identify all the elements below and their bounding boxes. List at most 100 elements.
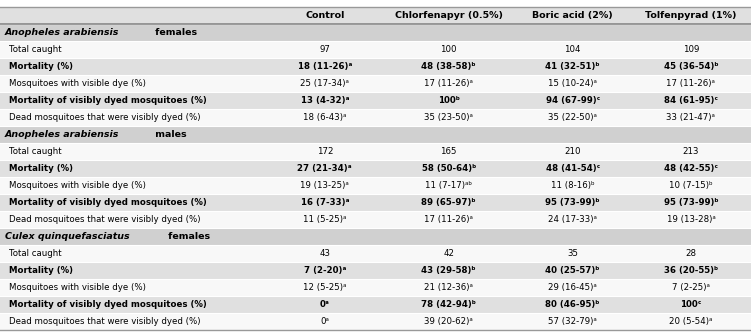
Text: 17 (11-26)ᵃ: 17 (11-26)ᵃ bbox=[424, 79, 473, 88]
Text: 80 (46-95)ᵇ: 80 (46-95)ᵇ bbox=[545, 300, 600, 309]
Text: 89 (65-97)ᵇ: 89 (65-97)ᵇ bbox=[421, 198, 476, 207]
Text: Dead mosquitoes that were visibly dyed (%): Dead mosquitoes that were visibly dyed (… bbox=[9, 113, 201, 122]
Bar bbox=[0, 143, 751, 160]
Bar bbox=[0, 41, 751, 58]
Text: Mortality of visibly dyed mosquitoes (%): Mortality of visibly dyed mosquitoes (%) bbox=[9, 96, 207, 105]
Text: 210: 210 bbox=[565, 147, 581, 156]
Text: 100ᶜ: 100ᶜ bbox=[680, 300, 701, 309]
Text: Mosquitoes with visible dye (%): Mosquitoes with visible dye (%) bbox=[9, 79, 146, 88]
Text: 27 (21-34)ᵃ: 27 (21-34)ᵃ bbox=[297, 164, 352, 173]
Text: 57 (32-79)ᵃ: 57 (32-79)ᵃ bbox=[548, 317, 597, 326]
Text: 11 (7-17)ᵃᵇ: 11 (7-17)ᵃᵇ bbox=[425, 181, 472, 190]
Text: Mosquitoes with visible dye (%): Mosquitoes with visible dye (%) bbox=[9, 181, 146, 190]
Text: 95 (73-99)ᵇ: 95 (73-99)ᵇ bbox=[664, 198, 718, 207]
Text: Boric acid (2%): Boric acid (2%) bbox=[532, 11, 613, 20]
Text: 42: 42 bbox=[443, 249, 454, 258]
Bar bbox=[0, 262, 751, 279]
Text: 165: 165 bbox=[441, 147, 457, 156]
Text: 58 (50-64)ᵇ: 58 (50-64)ᵇ bbox=[421, 164, 476, 173]
Bar bbox=[0, 160, 751, 177]
Bar bbox=[0, 7, 751, 24]
Text: 48 (38-58)ᵇ: 48 (38-58)ᵇ bbox=[421, 62, 476, 71]
Text: Mortality (%): Mortality (%) bbox=[9, 62, 73, 71]
Text: Total caught: Total caught bbox=[9, 45, 62, 54]
Text: Mortality (%): Mortality (%) bbox=[9, 266, 73, 275]
Bar bbox=[0, 58, 751, 75]
Text: 94 (67-99)ᶜ: 94 (67-99)ᶜ bbox=[545, 96, 600, 105]
Text: 172: 172 bbox=[317, 147, 333, 156]
Text: males: males bbox=[152, 130, 187, 139]
Text: 41 (32-51)ᵇ: 41 (32-51)ᵇ bbox=[545, 62, 600, 71]
Text: 43 (29-58)ᵇ: 43 (29-58)ᵇ bbox=[421, 266, 476, 275]
Text: 19 (13-28)ᵃ: 19 (13-28)ᵃ bbox=[667, 215, 715, 224]
Text: Dead mosquitoes that were visibly dyed (%): Dead mosquitoes that were visibly dyed (… bbox=[9, 215, 201, 224]
Text: 11 (5-25)ᵃ: 11 (5-25)ᵃ bbox=[303, 215, 346, 224]
Text: 48 (42-55)ᶜ: 48 (42-55)ᶜ bbox=[664, 164, 718, 173]
Text: 78 (42-94)ᵇ: 78 (42-94)ᵇ bbox=[421, 300, 476, 309]
Text: 13 (4-32)ᵃ: 13 (4-32)ᵃ bbox=[300, 96, 349, 105]
Bar bbox=[0, 296, 751, 313]
Text: Mosquitoes with visible dye (%): Mosquitoes with visible dye (%) bbox=[9, 283, 146, 292]
Text: 45 (36-54)ᵇ: 45 (36-54)ᵇ bbox=[664, 62, 718, 71]
Text: 17 (11-26)ᵃ: 17 (11-26)ᵃ bbox=[424, 215, 473, 224]
Bar bbox=[0, 228, 751, 245]
Text: 100ᵇ: 100ᵇ bbox=[438, 96, 460, 105]
Bar bbox=[0, 24, 751, 41]
Text: 100: 100 bbox=[441, 45, 457, 54]
Bar bbox=[0, 92, 751, 109]
Text: Anopheles arabiensis: Anopheles arabiensis bbox=[5, 28, 119, 37]
Text: 12 (5-25)ᵃ: 12 (5-25)ᵃ bbox=[303, 283, 346, 292]
Text: 19 (13-25)ᵃ: 19 (13-25)ᵃ bbox=[300, 181, 349, 190]
Text: 35 (23-50)ᵃ: 35 (23-50)ᵃ bbox=[424, 113, 473, 122]
Text: 10 (7-15)ᵇ: 10 (7-15)ᵇ bbox=[669, 181, 713, 190]
Text: Mortality of visibly dyed mosquitoes (%): Mortality of visibly dyed mosquitoes (%) bbox=[9, 300, 207, 309]
Bar bbox=[0, 313, 751, 330]
Text: 43: 43 bbox=[319, 249, 330, 258]
Text: 29 (16-45)ᵃ: 29 (16-45)ᵃ bbox=[548, 283, 597, 292]
Text: 213: 213 bbox=[683, 147, 699, 156]
Bar bbox=[0, 126, 751, 143]
Text: 17 (11-26)ᵃ: 17 (11-26)ᵃ bbox=[666, 79, 716, 88]
Text: 18 (11-26)ᵃ: 18 (11-26)ᵃ bbox=[297, 62, 352, 71]
Text: Dead mosquitoes that were visibly dyed (%): Dead mosquitoes that were visibly dyed (… bbox=[9, 317, 201, 326]
Text: Total caught: Total caught bbox=[9, 147, 62, 156]
Text: 35 (22-50)ᵃ: 35 (22-50)ᵃ bbox=[548, 113, 597, 122]
Bar bbox=[0, 211, 751, 228]
Text: 21 (12-36)ᵃ: 21 (12-36)ᵃ bbox=[424, 283, 473, 292]
Text: 84 (61-95)ᶜ: 84 (61-95)ᶜ bbox=[664, 96, 718, 105]
Text: 20 (5-54)ᵃ: 20 (5-54)ᵃ bbox=[669, 317, 713, 326]
Text: 0ᵃ: 0ᵃ bbox=[321, 317, 329, 326]
Text: 35: 35 bbox=[567, 249, 578, 258]
Text: Control: Control bbox=[305, 11, 345, 20]
Text: 18 (6-43)ᵃ: 18 (6-43)ᵃ bbox=[303, 113, 346, 122]
Text: 24 (17-33)ᵃ: 24 (17-33)ᵃ bbox=[548, 215, 597, 224]
Text: 95 (73-99)ᵇ: 95 (73-99)ᵇ bbox=[545, 198, 600, 207]
Bar bbox=[0, 109, 751, 126]
Text: females: females bbox=[165, 232, 210, 241]
Text: 33 (21-47)ᵃ: 33 (21-47)ᵃ bbox=[666, 113, 716, 122]
Text: Total caught: Total caught bbox=[9, 249, 62, 258]
Bar bbox=[0, 177, 751, 194]
Text: females: females bbox=[152, 28, 198, 37]
Text: 0ᵃ: 0ᵃ bbox=[320, 300, 330, 309]
Text: Chlorfenapyr (0.5%): Chlorfenapyr (0.5%) bbox=[395, 11, 502, 20]
Text: Mortality of visibly dyed mosquitoes (%): Mortality of visibly dyed mosquitoes (%) bbox=[9, 198, 207, 207]
Text: 7 (2-25)ᵃ: 7 (2-25)ᵃ bbox=[672, 283, 710, 292]
Text: 48 (41-54)ᶜ: 48 (41-54)ᶜ bbox=[545, 164, 600, 173]
Text: 11 (8-16)ᵇ: 11 (8-16)ᵇ bbox=[550, 181, 595, 190]
Text: Anopheles arabiensis: Anopheles arabiensis bbox=[5, 130, 119, 139]
Text: 28: 28 bbox=[686, 249, 696, 258]
Text: 7 (2-20)ᵃ: 7 (2-20)ᵃ bbox=[303, 266, 346, 275]
Text: 25 (17-34)ᵃ: 25 (17-34)ᵃ bbox=[300, 79, 349, 88]
Text: 39 (20-62)ᵃ: 39 (20-62)ᵃ bbox=[424, 317, 473, 326]
Text: 40 (25-57)ᵇ: 40 (25-57)ᵇ bbox=[545, 266, 600, 275]
Text: 16 (7-33)ᵃ: 16 (7-33)ᵃ bbox=[300, 198, 349, 207]
Bar bbox=[0, 75, 751, 92]
Text: 15 (10-24)ᵃ: 15 (10-24)ᵃ bbox=[548, 79, 597, 88]
Bar bbox=[0, 194, 751, 211]
Text: Tolfenpyrad (1%): Tolfenpyrad (1%) bbox=[645, 11, 737, 20]
Text: Culex quinquefasciatus: Culex quinquefasciatus bbox=[5, 232, 129, 241]
Text: Mortality (%): Mortality (%) bbox=[9, 164, 73, 173]
Text: 104: 104 bbox=[565, 45, 581, 54]
Text: 109: 109 bbox=[683, 45, 699, 54]
